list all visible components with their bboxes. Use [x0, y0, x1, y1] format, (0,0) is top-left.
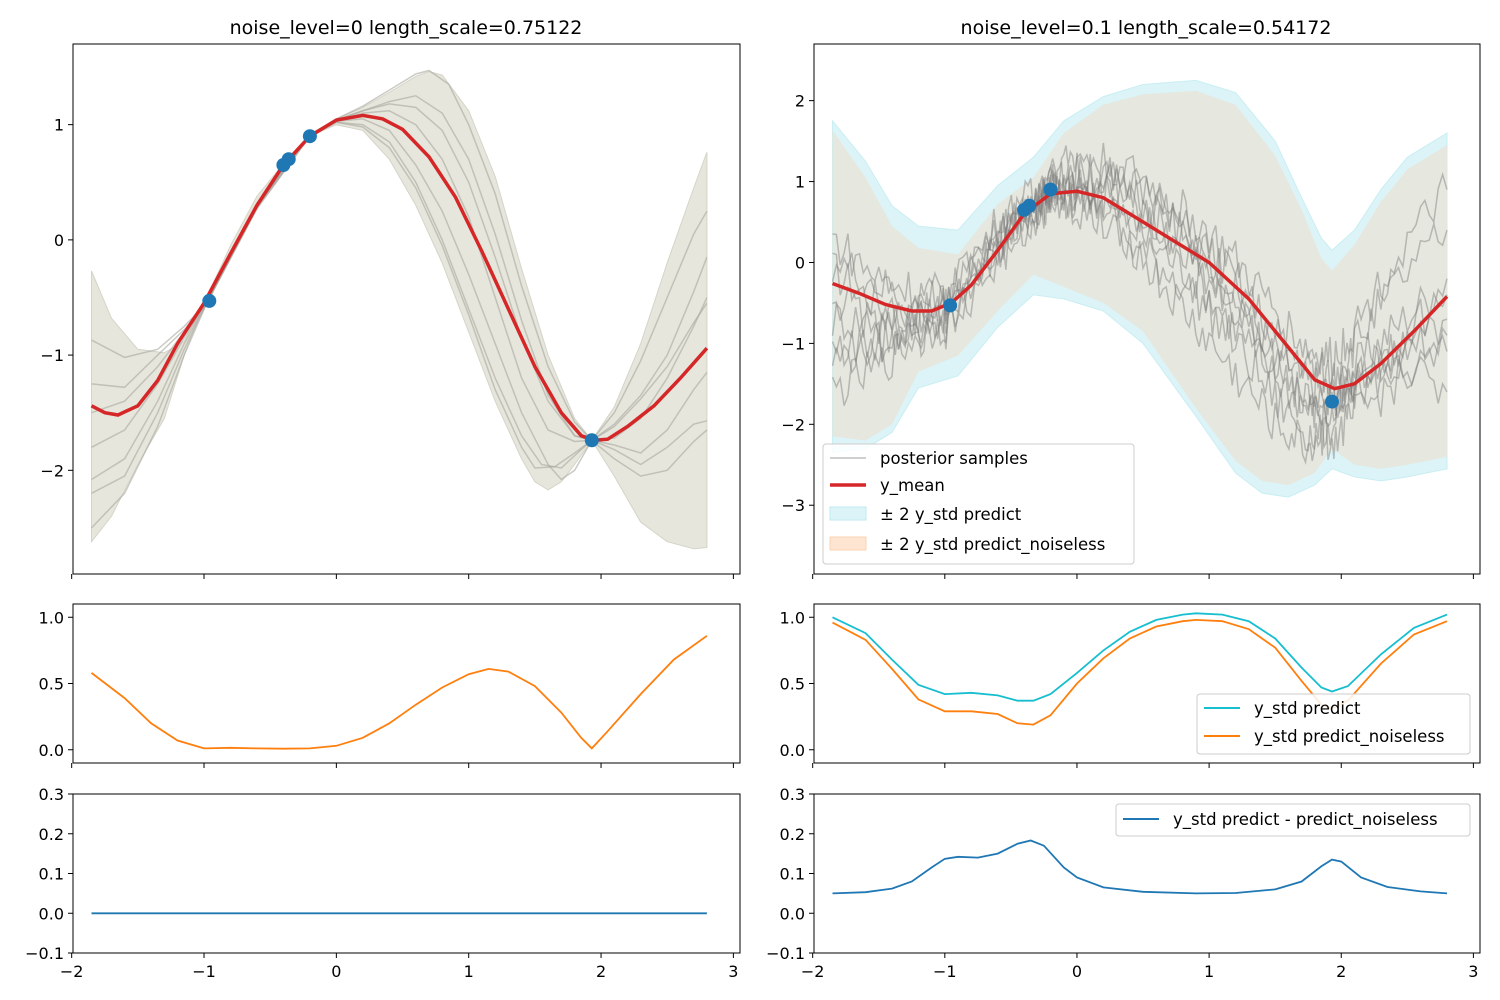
y-tick-label: −2: [40, 461, 64, 480]
legend: y_std predict - predict_noiseless: [1115, 803, 1471, 837]
y-tick-label: 1: [795, 173, 805, 192]
training-point: [1022, 198, 1037, 213]
series-line-0: [90, 635, 708, 750]
legend-label-std-noiseless: y_std predict_noiseless: [1254, 727, 1445, 747]
legend-box: [822, 443, 1135, 565]
y-tick-label: 0.2: [39, 825, 64, 844]
legend: y_std predict y_std predict_noiseless: [1196, 693, 1471, 755]
y-tick-label: 1.0: [780, 608, 805, 627]
chart-title: noise_level=0 length_scale=0.75122: [230, 17, 583, 39]
x-tick-label: −2: [801, 962, 825, 981]
y-tick-label: 0.0: [780, 741, 805, 760]
y-tick-label: −2: [781, 415, 805, 434]
legend-label-band-predict: ± 2 y_std predict: [880, 505, 1022, 525]
x-tick-label: 1: [1204, 962, 1214, 981]
y-tick-label: −1: [40, 346, 64, 365]
posterior-sample-line: [831, 142, 1448, 378]
x-tick-label: −1: [192, 962, 216, 981]
y-tick-label: 0.0: [780, 904, 805, 923]
legend-label-samples: posterior samples: [880, 449, 1028, 468]
y-tick-label: 0.0: [39, 741, 64, 760]
y-tick-label: 1: [54, 116, 64, 135]
legend-key-band-noiseless: [829, 536, 867, 551]
panel-middle-right: 0.0 0.5 1.0 y_std predict y_std predict_no…: [780, 603, 1481, 768]
y-tick-label: −0.1: [25, 944, 64, 963]
y-tick-label: −1: [781, 334, 805, 353]
y-tick-label: 0.1: [39, 865, 64, 884]
y-tick-label: 0.2: [780, 825, 805, 844]
posterior-sample-line: [831, 178, 1448, 466]
y-tick-label: −3: [781, 496, 805, 515]
training-point: [1325, 394, 1339, 409]
posterior-sample-line: [832, 172, 1448, 417]
y-tick-label: 0: [795, 253, 805, 272]
x-tick-label: 2: [596, 962, 606, 981]
panel-bottom-right: −2 −1 0 1 2 3 −0.1 0.0 0.1 0.2 0.3 y_std predict -…: [766, 785, 1481, 981]
panel-top-right: −3 −2 −1 0 1 2 noise_level=0.1 length_scale=0…: [781, 17, 1481, 579]
legend-label-band-noiseless: ± 2 y_std predict_noiseless: [880, 535, 1105, 555]
training-point: [281, 152, 296, 167]
legend-label-diff: y_std predict - predict_noiseless: [1173, 810, 1438, 830]
training-point: [1043, 182, 1058, 197]
axes-frame: [72, 603, 741, 764]
y-tick-label: 0.1: [780, 865, 805, 884]
posterior-sample-line: [831, 165, 1448, 429]
series-line-0: [832, 612, 1448, 702]
training-point: [584, 433, 599, 448]
panel-middle-left: 0.0 0.5 1.0: [39, 603, 741, 768]
axes-frame: [72, 793, 741, 954]
training-point: [202, 293, 217, 308]
posterior-sample-line: [90, 121, 708, 529]
y-tick-label: 0.3: [39, 785, 64, 804]
y-tick-label: 0: [54, 231, 64, 250]
band-predict-noiseless: [832, 90, 1447, 486]
panel-bottom-left: −2 −1 0 1 2 3 −0.1 0.0 0.1 0.2 0.3: [25, 785, 741, 981]
legend: posterior samples y_mean ± 2 y_std predi…: [822, 443, 1135, 565]
y-tick-label: 0.0: [39, 904, 64, 923]
posterior-sample-line: [831, 165, 1448, 460]
x-tick-label: 3: [728, 962, 738, 981]
y-mean-line: [90, 113, 709, 443]
y-tick-label: 2: [795, 92, 805, 111]
y-tick-label: 0.5: [39, 675, 64, 694]
posterior-sample-line: [832, 170, 1448, 411]
legend-box: [1115, 803, 1471, 837]
y-tick-label: 0.5: [780, 675, 805, 694]
series-line-0: [832, 839, 1448, 895]
axes-frame: [72, 43, 741, 575]
legend-key-band-predict: [829, 506, 867, 521]
x-tick-label: −2: [60, 962, 84, 981]
chart-title: noise_level=0.1 length_scale=0.54172: [961, 17, 1332, 39]
x-tick-label: 3: [1468, 962, 1478, 981]
x-tick-label: −1: [933, 962, 957, 981]
y-tick-label: 0.3: [780, 785, 805, 804]
y-tick-label: −0.1: [766, 944, 805, 963]
legend-label-std-predict: y_std predict: [1254, 699, 1361, 719]
x-tick-label: 2: [1336, 962, 1346, 981]
x-tick-label: 1: [464, 962, 474, 981]
y-mean-line: [831, 189, 1449, 391]
training-point: [943, 298, 958, 313]
x-tick-label: 0: [331, 962, 341, 981]
legend-label-mean: y_mean: [880, 476, 945, 496]
x-tick-label: 0: [1072, 962, 1082, 981]
y-tick-label: 1.0: [39, 608, 64, 627]
panel-top-left: −2 −1 0 1 noise_level=0 length_scale=0.7512…: [40, 17, 741, 579]
legend-box: [1196, 693, 1471, 755]
training-point: [302, 129, 317, 144]
axes-frame: [813, 43, 1481, 575]
posterior-sample-line: [91, 94, 708, 494]
